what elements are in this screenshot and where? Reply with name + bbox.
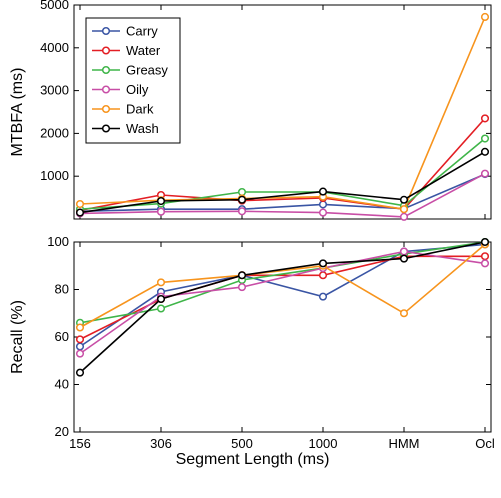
legend-marker-carry [101, 26, 111, 36]
series-line-dark [79, 243, 486, 329]
y-tick-label: 1000 [40, 168, 69, 183]
data-point-carry [318, 200, 328, 209]
y-tick-label: 100 [47, 234, 69, 249]
data-point-oily [237, 207, 247, 216]
x-tick-label: 1000 [309, 436, 338, 451]
data-point-oily [156, 207, 166, 216]
data-point-wash [156, 196, 166, 206]
data-point-oily [480, 259, 490, 268]
y-tick-label: 60 [55, 329, 69, 344]
legend-label-carry: Carry [126, 24, 158, 39]
data-point-oily [237, 283, 247, 292]
data-point-water [75, 335, 85, 344]
legend-marker-water [101, 46, 111, 55]
data-point-wash [480, 237, 490, 247]
y-tick-label: 20 [55, 424, 69, 439]
legend-label-water: Water [126, 43, 161, 58]
y-tick-label: 3000 [40, 83, 69, 98]
data-point-carry [318, 292, 328, 301]
legend-marker-oily [101, 85, 111, 94]
series-line-carry [79, 173, 486, 213]
x-axis-title: Segment Length (ms) [176, 451, 330, 468]
series-line-wash [79, 151, 486, 214]
data-point-wash [399, 195, 409, 204]
data-point-dark [399, 309, 409, 318]
y-tick-label: 4000 [40, 40, 69, 55]
data-point-wash [75, 208, 85, 217]
data-point-wash [480, 147, 490, 156]
legend-marker-greasy [101, 65, 111, 75]
data-point-wash [156, 294, 166, 304]
x-tick-label: 500 [231, 436, 253, 451]
y-tick-label: 80 [55, 282, 69, 297]
series-line-oily [79, 172, 486, 218]
data-point-greasy [156, 304, 166, 313]
y-tick-label: 40 [55, 377, 69, 392]
data-point-dark [480, 12, 490, 22]
data-point-wash [399, 254, 409, 263]
y-axis-title: MTBFA (ms) [9, 68, 26, 157]
data-point-greasy [480, 134, 490, 143]
data-point-dark [156, 278, 166, 287]
data-point-wash [318, 259, 328, 268]
legend-label-oily: Oily [126, 82, 149, 97]
x-tick-label: Ocl [475, 436, 495, 451]
data-point-wash [237, 271, 247, 280]
data-point-wash [318, 187, 328, 196]
panel-2: 20 40 60 80 100 156 306 500 1000 HMM Ocl Recall (%)… [9, 234, 495, 468]
data-point-oily [75, 349, 85, 358]
data-point-water [318, 271, 328, 280]
data-point-water [480, 114, 490, 123]
series-line-oily [79, 250, 486, 355]
series-line-dark [79, 16, 486, 211]
data-point-oily [318, 208, 328, 217]
x-tick-label: 306 [150, 436, 172, 451]
series-line-wash [79, 241, 486, 374]
data-point-dark [75, 199, 85, 209]
data-point-oily [399, 212, 409, 221]
y-tick-label: 5000 [40, 0, 69, 12]
series-line-carry [79, 243, 486, 348]
series-line-greasy [79, 137, 486, 210]
data-point-greasy [237, 187, 247, 197]
y-axis-title: Recall (%) [9, 300, 26, 374]
data-point-carry [75, 342, 85, 351]
plot-frame [73, 4, 492, 220]
y-tick-label: 2000 [40, 125, 69, 140]
data-point-water [480, 252, 490, 261]
legend-box [85, 17, 181, 144]
data-point-oily [480, 169, 490, 178]
legend-marker-wash [101, 124, 111, 133]
data-point-dark [75, 323, 85, 332]
x-tick-label: 156 [69, 436, 91, 451]
x-tick-label: HMM [388, 436, 419, 451]
legend-label-greasy: Greasy [126, 63, 168, 78]
panel-1: 1000 2000 3000 4000 5000 MTBFA (ms) Carry Water… [9, 0, 492, 221]
data-point-dark [399, 205, 409, 214]
legend-label-wash: Wash [126, 121, 159, 136]
legend-label-dark: Dark [126, 102, 154, 117]
legend-marker-dark [101, 104, 111, 114]
data-point-oily [399, 247, 409, 256]
data-point-wash [237, 195, 247, 204]
legend: Carry Water Greasy Oily Dark Wash [85, 17, 181, 144]
data-point-wash [75, 368, 85, 377]
